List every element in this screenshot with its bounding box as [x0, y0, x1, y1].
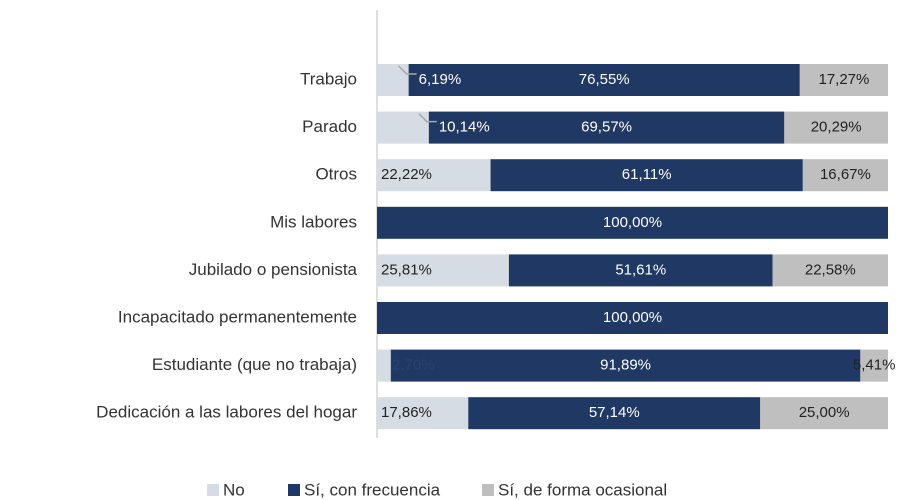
category-label: Mis labores	[270, 212, 357, 231]
legend-swatch	[482, 484, 494, 496]
value-label: 76,55%	[579, 71, 630, 88]
value-label: 5,41%	[853, 357, 896, 374]
bar-segment	[428, 111, 785, 144]
bar-segment	[377, 64, 409, 96]
bar-segment	[784, 111, 888, 144]
value-label: 2,70%	[392, 357, 435, 374]
value-label: 25,00%	[799, 404, 850, 421]
category-label: Otros	[315, 165, 357, 184]
bar-segment	[772, 254, 888, 287]
legend-label: No	[223, 480, 245, 499]
category-label: Estudiante (que no trabaja)	[152, 355, 357, 374]
bar-segment	[860, 349, 888, 382]
bar-segment	[802, 159, 888, 192]
bar-segment	[390, 349, 861, 382]
value-label: 17,27%	[818, 71, 869, 88]
value-label: 20,29%	[811, 119, 862, 136]
value-label: 6,19%	[419, 71, 462, 88]
category-label: Trabajo	[300, 69, 357, 88]
legend-swatch	[207, 484, 219, 496]
value-label: 10,14%	[439, 119, 490, 136]
bar-segment	[490, 159, 803, 192]
leader-line	[398, 65, 417, 75]
value-label: 17,86%	[381, 404, 432, 421]
bar-segment	[377, 254, 509, 287]
bar-segment	[377, 111, 429, 144]
bar-segment	[799, 64, 889, 96]
bar-segment	[468, 397, 761, 430]
bar-segment	[408, 64, 800, 96]
category-label: Incapacitado permanentemente	[118, 307, 357, 326]
value-label: 22,22%	[381, 166, 432, 183]
value-label: 61,11%	[622, 166, 672, 183]
bar-segment	[377, 397, 469, 430]
legend-label: Sí, de forma ocasional	[498, 480, 667, 499]
value-label: 100,00%	[603, 214, 662, 231]
value-label: 100,00%	[603, 309, 662, 326]
leader-line	[418, 113, 437, 123]
value-label: 69,57%	[581, 119, 632, 136]
category-label: Jubilado o pensionista	[189, 260, 358, 279]
category-label: Parado	[302, 117, 357, 136]
category-label: Dedicación a las labores del hogar	[96, 403, 357, 422]
value-label: 51,61%	[615, 261, 666, 278]
bar-segment	[508, 254, 773, 287]
bar-segment	[377, 206, 888, 239]
bar-segment	[377, 349, 391, 382]
value-label: 57,14%	[589, 404, 640, 421]
value-label: 25,81%	[381, 261, 432, 278]
bar-segment	[377, 302, 888, 334]
value-label: 16,67%	[820, 166, 871, 183]
value-label: 22,58%	[805, 261, 856, 278]
legend-swatch	[288, 484, 300, 496]
bar-segment	[760, 397, 888, 430]
value-label: 91,89%	[600, 357, 651, 374]
legend-label: Sí, con frecuencia	[304, 480, 441, 499]
bar-segment	[377, 159, 491, 192]
